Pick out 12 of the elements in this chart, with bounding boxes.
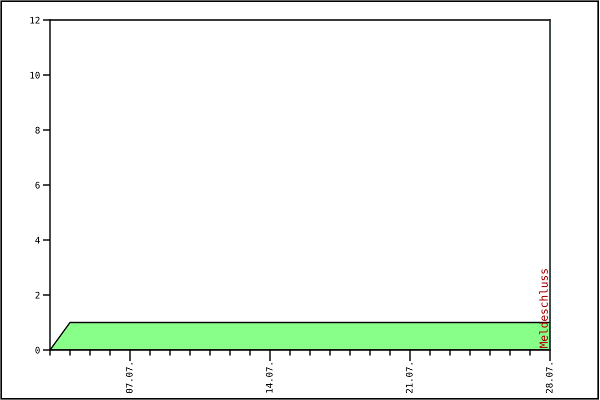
y-tick-label: 6 — [35, 182, 40, 189]
x-tick-label: 14.07. — [266, 363, 273, 393]
y-tick-label: 8 — [35, 126, 40, 134]
x-tick-label: 28.07. — [546, 363, 553, 394]
x-tick-label: 21.07. — [406, 363, 413, 394]
y-tick-label: 0 — [35, 346, 40, 354]
y-tick-label: 12 — [30, 16, 40, 24]
ref-line-label: Meldeschluss — [539, 269, 548, 348]
y-tick-label: 2 — [36, 292, 40, 298]
y-tick-label: 4 — [35, 236, 40, 244]
y-tick-label: 10 — [30, 72, 40, 79]
x-tick-label: 07.07. — [126, 363, 133, 394]
